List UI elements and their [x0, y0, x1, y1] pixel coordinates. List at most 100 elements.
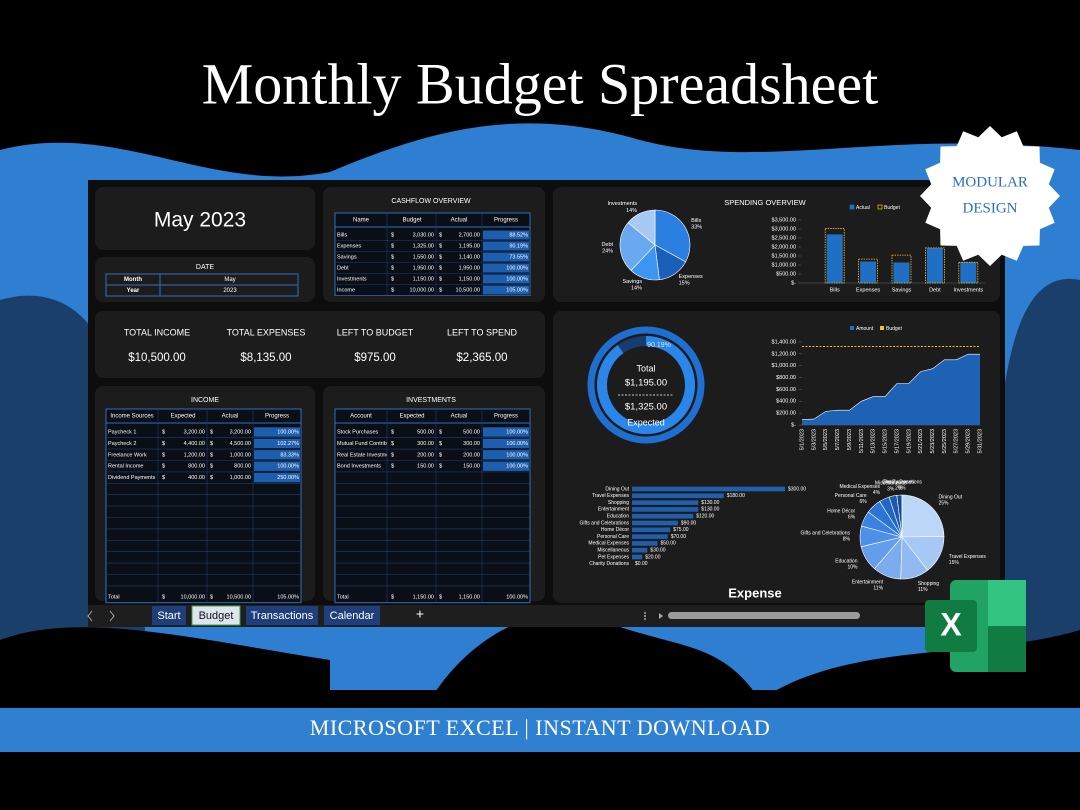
cell-amount: 400.00 — [188, 475, 205, 481]
hbar — [632, 493, 724, 499]
row-label: Month — [124, 277, 142, 283]
cell-progress: 83.33% — [280, 452, 299, 458]
footer-text: MICROSOFT EXCEL | INSTANT DOWNLOAD — [310, 715, 770, 740]
x-tick-label: 5/23/2023 — [930, 429, 936, 453]
x-tick-label: 5/13/2023 — [871, 429, 877, 453]
scrollbar-thumb[interactable] — [668, 612, 860, 619]
cell-amount: 4,500.00 — [230, 441, 251, 447]
sheet-tab[interactable] — [152, 606, 186, 625]
summary-label: LEFT TO BUDGET — [337, 327, 414, 337]
cell-amount: 200.00 — [417, 452, 434, 458]
pie-label: Savings — [622, 279, 642, 285]
column-header: Name — [353, 218, 370, 224]
hbar — [632, 507, 699, 512]
pie-label: Investments — [607, 201, 637, 207]
cell-name: Dividend Payments — [108, 475, 156, 481]
cell-amount: 200.00 — [463, 452, 480, 458]
progress-cell — [483, 438, 529, 449]
scroll-right-icon[interactable] — [109, 610, 115, 622]
currency: $ — [210, 594, 213, 600]
bar — [826, 234, 843, 283]
hbar — [632, 500, 699, 505]
sheet-tab[interactable] — [324, 606, 380, 625]
x-tick-label: 5/5/2023 — [823, 429, 829, 450]
bar-value: $90.00 — [681, 520, 697, 526]
cell-amount: 1,195.00 — [459, 243, 480, 249]
progress-cell — [483, 263, 529, 273]
pie-value: 2% — [895, 485, 903, 491]
cell-amount: 1,200.00 — [184, 452, 205, 458]
cell-name: Mutual Fund Contributions — [337, 441, 402, 447]
x-tick-label: 5/19/2023 — [906, 429, 912, 453]
pie-value: 8% — [843, 537, 851, 543]
bar-value: $300.00 — [788, 486, 806, 492]
y-tick-label: $2,000.00 — [772, 244, 796, 250]
cell-amount: 10,000.00 — [410, 287, 434, 293]
cell-amount: 1,150.00 — [459, 276, 480, 282]
x-tick-label: 5/7/2023 — [835, 429, 841, 450]
bar — [893, 262, 910, 283]
cell-name: Freelance Work — [108, 452, 147, 458]
x-tick-label: 5/29/2023 — [966, 429, 972, 453]
bar-value: $50.00 — [661, 541, 677, 547]
y-tick-label: $200.00 — [776, 411, 796, 417]
pie-label: Miscellaneous — [875, 481, 907, 487]
currency: $ — [210, 452, 213, 458]
y-tick-label: $1,500.00 — [772, 253, 796, 259]
currency: $ — [439, 243, 442, 249]
add-sheet-button[interactable]: + — [416, 606, 424, 622]
pie-value: 6% — [848, 515, 856, 521]
cell-progress: 105.00% — [506, 287, 528, 293]
cell-amount: 500.00 — [463, 429, 480, 435]
currency: $ — [210, 475, 213, 481]
pie-label: Charity Donations — [882, 479, 922, 485]
cell-name: Total — [337, 594, 349, 600]
progress-cell — [254, 438, 300, 449]
pie-label: Shopping — [918, 581, 939, 587]
cell-progress: 90.19% — [509, 243, 528, 249]
currency: $ — [439, 429, 442, 435]
cell-amount: 1,950.00 — [413, 265, 434, 271]
currency: $ — [391, 243, 394, 249]
currency: $ — [439, 287, 442, 293]
currency: $ — [391, 265, 394, 271]
cell-name: Paycheck 1 — [108, 429, 136, 435]
cell-amount: 1,150.00 — [459, 594, 480, 600]
cell-progress: 88.52% — [509, 232, 528, 238]
x-tick-label: Debt — [929, 287, 941, 293]
scroll-left-icon[interactable] — [87, 610, 93, 622]
scroll-arrow[interactable] — [659, 613, 663, 619]
cell-amount: 10,000.00 — [181, 594, 205, 600]
cell-amount: 3,200.00 — [184, 429, 205, 435]
pie-label: Dining Out — [938, 494, 962, 500]
y-tick-label: $2,500.00 — [772, 235, 796, 241]
x-tick-label: 5/21/2023 — [918, 429, 924, 453]
currency: $ — [391, 441, 394, 447]
excel-logo-tile — [988, 580, 1026, 626]
legend-label: Budget — [884, 205, 900, 211]
badge-star — [920, 126, 1060, 266]
currency: $ — [439, 254, 442, 260]
pie-value: 15% — [949, 560, 960, 566]
currency: $ — [162, 464, 165, 470]
pie-label: Home Décor — [827, 509, 855, 515]
pie-label: Expenses — [679, 274, 703, 280]
pie-label: Education — [835, 558, 857, 564]
progress-cell — [254, 461, 300, 471]
pie-value: 3% — [887, 487, 895, 493]
sheet-tab[interactable] — [191, 605, 241, 626]
progress-cell — [483, 427, 529, 437]
cell-amount: 800.00 — [234, 464, 251, 470]
pie-slice — [654, 209, 691, 263]
sheet-tab-label: Transactions — [251, 610, 314, 622]
cell-progress: 100.00% — [506, 429, 528, 435]
currency: $ — [210, 429, 213, 435]
currency: $ — [439, 594, 442, 600]
cell-amount: 4,400.00 — [184, 441, 205, 447]
bar-value: $20.00 — [645, 554, 661, 560]
cell-name: Rental Income — [108, 464, 143, 470]
pie-label: Pet Expenses — [883, 479, 914, 485]
cell-amount: 150.00 — [463, 464, 480, 470]
bar-value: $70.00 — [671, 534, 687, 540]
sheet-tab[interactable] — [246, 606, 318, 625]
